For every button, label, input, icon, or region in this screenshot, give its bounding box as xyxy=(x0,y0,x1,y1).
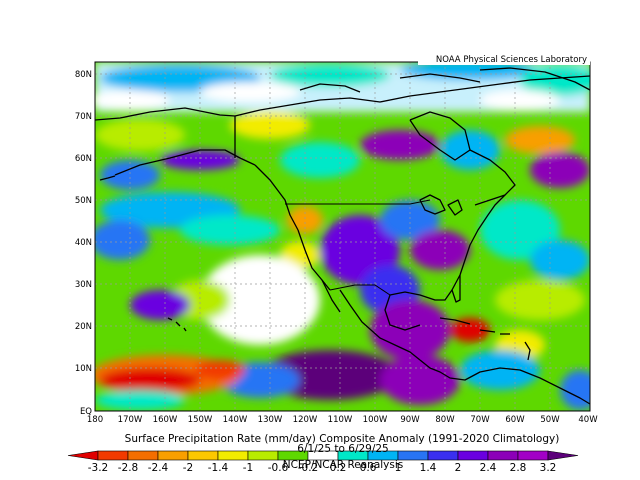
colorbar-segment xyxy=(457,450,489,461)
lat-label: 20N xyxy=(75,322,92,332)
colorbar-segment xyxy=(247,450,279,461)
colorbar-segment xyxy=(217,450,249,461)
lon-label: 40W xyxy=(578,415,598,425)
credit-text: NOAA Physical Sciences Laboratory xyxy=(436,55,587,65)
colorbar-tick-label: 2 xyxy=(455,462,462,474)
colorbar-segment xyxy=(67,450,99,461)
data-source: NCEP/NCAR Reanalysis xyxy=(283,459,404,471)
lon-label: 150W xyxy=(188,415,213,425)
colorbar: -3.2 -2.8 -2.4 -2 -1.4 -1 -0.6 -0.2 0.2 0.6 1 1.4 2 2… xyxy=(67,450,579,474)
lon-label: 110W xyxy=(328,415,353,425)
country-borders xyxy=(285,199,431,296)
colorbar-tick-label: 2.8 xyxy=(510,462,527,474)
colorbar-segment xyxy=(157,450,189,461)
colorbar-tick-label: -0.6 xyxy=(268,462,289,474)
lon-label: 80W xyxy=(435,415,455,425)
lon-label: 100W xyxy=(363,415,388,425)
lat-label: EQ xyxy=(80,407,92,417)
lon-label: 60W xyxy=(505,415,525,425)
lon-label: 90W xyxy=(400,415,420,425)
colorbar-tick-label: 0.6 xyxy=(360,462,377,474)
lon-label: 160W xyxy=(153,415,178,425)
colorbar-tick-label: 1 xyxy=(395,462,402,474)
colorbar-tick-label: -2.4 xyxy=(148,462,169,474)
map-frame xyxy=(94,61,591,412)
lon-label: 130W xyxy=(258,415,283,425)
lat-label: 30N xyxy=(75,280,92,290)
colorbar-segment xyxy=(547,450,579,461)
colorbar-segment xyxy=(487,450,519,461)
colorbar-tick-label: 2.4 xyxy=(480,462,497,474)
coastlines xyxy=(94,67,591,405)
lon-label: 120W xyxy=(293,415,318,425)
colorbar-tick-label: 1.4 xyxy=(420,462,437,474)
latitude-labels: 80N 70N 60N 50N 40N 30N 20N 10N EQ xyxy=(75,70,92,417)
lat-label: 10N xyxy=(75,364,92,374)
colorbar-tick-label: -3.2 xyxy=(88,462,109,474)
colorbar-segment xyxy=(97,450,129,461)
lat-label: 70N xyxy=(75,112,92,122)
lat-label: 60N xyxy=(75,154,92,164)
colorbar-segment xyxy=(427,450,459,461)
colorbar-segment xyxy=(517,450,549,461)
colorbar-tick-label: -0.2 xyxy=(298,462,319,474)
colorbar-tick-label: 0.2 xyxy=(330,462,347,474)
colorbar-segment xyxy=(187,450,219,461)
lat-label: 50N xyxy=(75,196,92,206)
map-title: Surface Precipitation Rate (mm/day) Comp… xyxy=(125,433,560,445)
lat-label: 40N xyxy=(75,238,92,248)
colorbar-tick-label: -1.4 xyxy=(208,462,229,474)
colorbar-tick-label: -1 xyxy=(243,462,253,474)
colorbar-segment xyxy=(127,450,159,461)
lat-label: 80N xyxy=(75,70,92,80)
lon-label: 180 xyxy=(87,415,103,425)
colorbar-tick-label: -2.8 xyxy=(118,462,139,474)
date-range: 6/1/25 to 6/29/25 xyxy=(297,443,389,455)
lon-label: 140W xyxy=(223,415,248,425)
lon-label: 50W xyxy=(540,415,560,425)
lon-label: 70W xyxy=(470,415,490,425)
lon-label: 170W xyxy=(118,415,143,425)
map-gridlines xyxy=(95,62,590,411)
longitude-labels: 180 170W 160W 150W 140W 130W 120W 110W 1… xyxy=(87,415,598,425)
colorbar-tick-label: 3.2 xyxy=(540,462,557,474)
colorbar-tick-label: -2 xyxy=(183,462,193,474)
map-field xyxy=(95,62,590,411)
credit-box: NOAA Physical Sciences Laboratory xyxy=(418,53,590,65)
